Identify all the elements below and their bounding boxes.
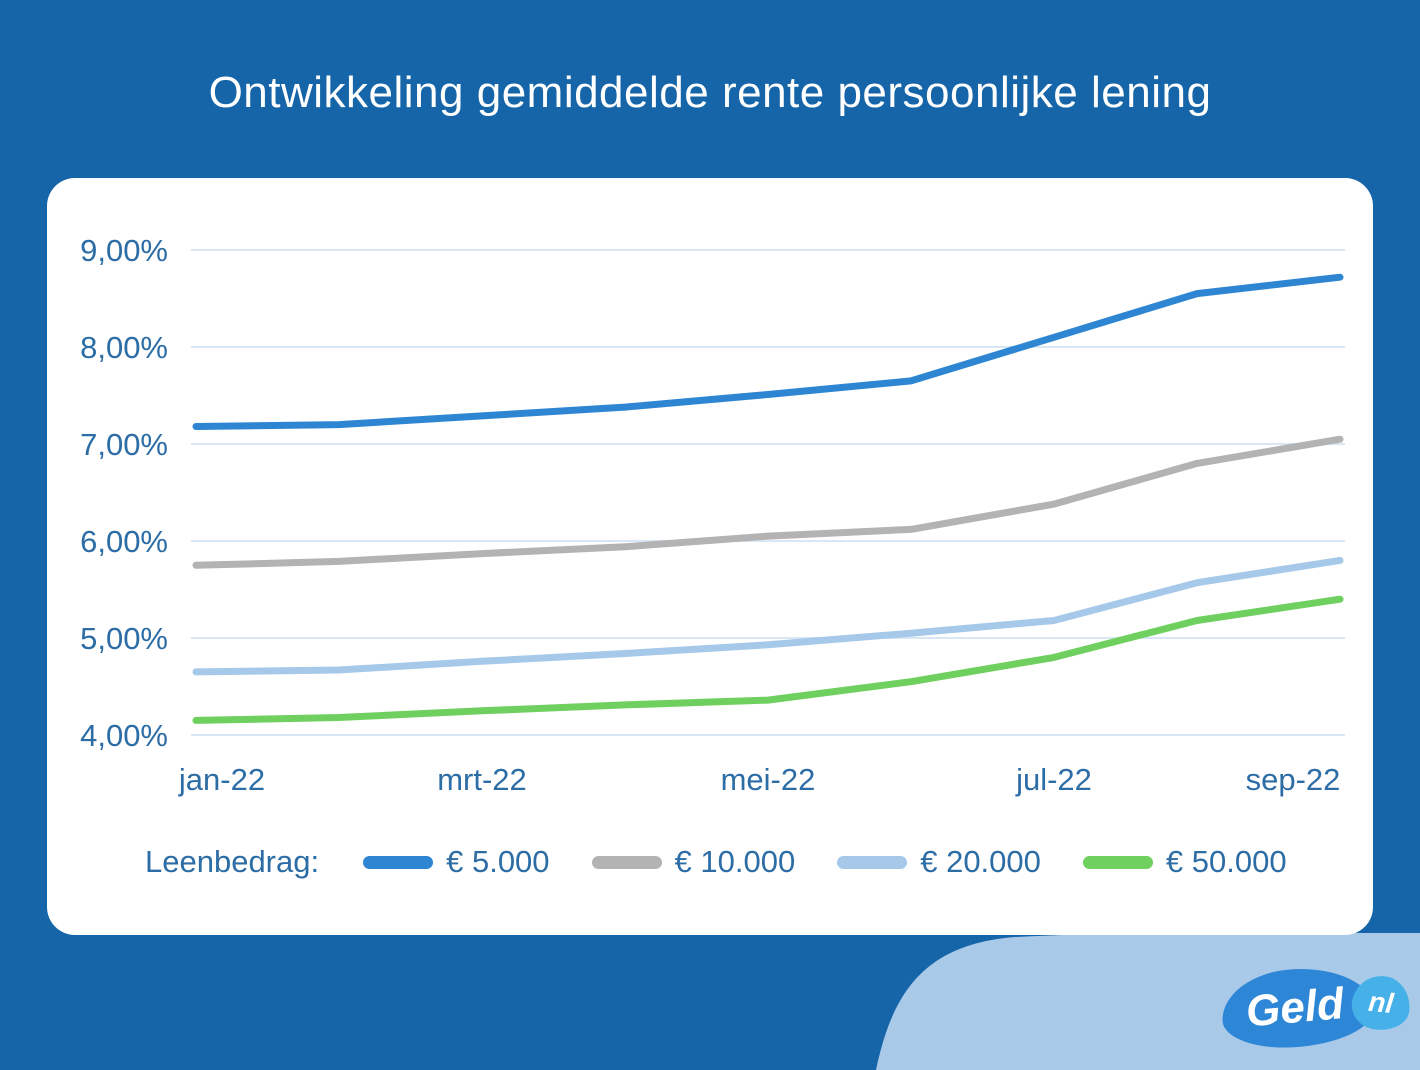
series-line-20000 [192,556,1344,676]
x-axis-label: sep-22 [1246,762,1341,797]
y-axis-label: 8,00% [80,330,168,365]
legend-swatch [591,855,662,869]
legend-title: Leenbedrag: [145,844,320,879]
y-axis-label: 7,00% [80,427,168,462]
x-axis-label: jan-22 [178,762,265,797]
y-axis-label: 6,00% [80,524,168,559]
y-axis-label: 4,00% [80,718,168,753]
series-line-10000 [192,435,1344,569]
legend-label: € 20.000 [920,844,1041,879]
series-line-50000 [192,595,1344,724]
x-axis-label: jul-22 [1015,762,1092,797]
logo-brand-text: Geld [1244,979,1346,1037]
x-axis-label: mrt-22 [437,762,527,797]
y-axis-label: 5,00% [80,621,168,656]
legend-items: € 5.000 € 10.000 € 20.000 € 50.000 [363,844,1328,880]
logo-nl-text: nl [1367,985,1396,1020]
series-line-5000 [192,273,1344,430]
line-chart: 9,00% 8,00% 7,00% 6,00% 5,00% 4,00% jan-22 mrt-… [80,233,1345,797]
legend-swatch [1082,855,1153,869]
chart-legend: Leenbedrag: € 5.000 € 10.000 € 20.000 € 50.… [47,840,1373,884]
legend-item: € 10.000 [591,844,796,880]
y-axis-label: 9,00% [80,233,168,268]
page-title: Ontwikkeling gemiddelde rente persoonlij… [208,68,1212,117]
legend-item: € 20.000 [837,844,1041,880]
legend-item: € 5.000 [363,844,550,880]
legend-swatch [837,855,908,869]
x-axis-label: mei-22 [721,762,816,797]
legend-swatch [363,855,434,869]
chart-card: 9,00% 8,00% 7,00% 6,00% 5,00% 4,00% jan-22 mrt-… [47,178,1373,935]
legend-label: € 5.000 [446,844,550,879]
legend-item: € 50.000 [1082,844,1287,880]
legend-label: € 50.000 [1165,844,1287,879]
legend-label: € 10.000 [674,844,796,879]
